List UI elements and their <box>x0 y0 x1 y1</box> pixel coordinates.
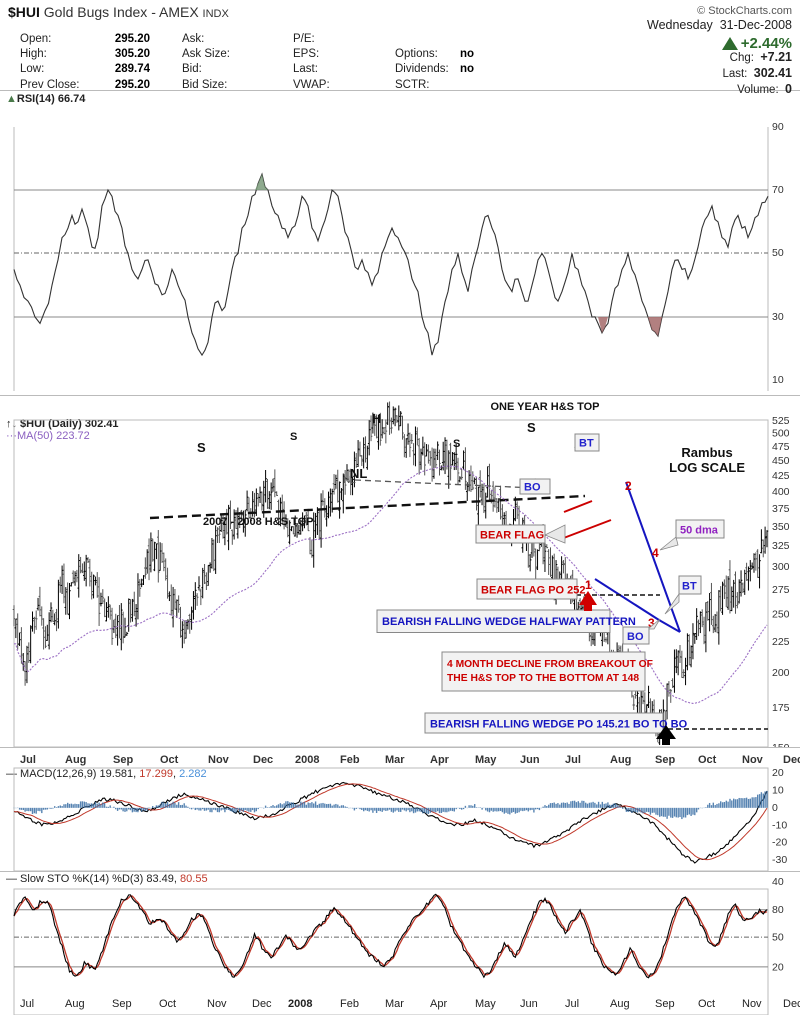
svg-text:Jul: Jul <box>565 998 579 1010</box>
svg-text:1: 1 <box>585 578 592 592</box>
svg-text:450: 450 <box>772 455 790 467</box>
svg-text:525: 525 <box>772 415 790 427</box>
svg-text:Sep: Sep <box>112 998 132 1010</box>
svg-text:40: 40 <box>772 876 784 888</box>
svg-text:2007 - 2008 H&S TOP: 2007 - 2008 H&S TOP <box>203 516 313 528</box>
svg-text:-10: -10 <box>772 819 787 831</box>
svg-text:BO: BO <box>524 482 541 494</box>
svg-text:425: 425 <box>772 470 790 482</box>
svg-text:Aug: Aug <box>65 998 85 1010</box>
svg-text:Nov: Nov <box>207 998 227 1010</box>
svg-text:May: May <box>475 998 496 1010</box>
svg-text:0: 0 <box>772 802 778 814</box>
svg-text:80: 80 <box>772 904 784 916</box>
svg-text:50: 50 <box>772 247 784 259</box>
svg-text:325: 325 <box>772 540 790 552</box>
svg-text:350: 350 <box>772 521 790 533</box>
svg-text:-30: -30 <box>772 854 787 866</box>
svg-text:S: S <box>290 431 297 443</box>
svg-text:BT: BT <box>682 581 697 593</box>
svg-text:Oct: Oct <box>698 998 715 1010</box>
svg-text:Dec: Dec <box>783 998 800 1010</box>
svg-text:275: 275 <box>772 584 790 596</box>
svg-text:Sep: Sep <box>655 998 675 1010</box>
svg-text:Mar: Mar <box>385 998 404 1010</box>
svg-text:70: 70 <box>772 184 784 196</box>
svg-text:S: S <box>453 438 460 450</box>
svg-text:375: 375 <box>772 503 790 515</box>
svg-text:Feb: Feb <box>340 998 359 1010</box>
svg-text:225: 225 <box>772 636 790 648</box>
svg-text:Jun: Jun <box>520 998 538 1010</box>
svg-text:90: 90 <box>772 121 784 133</box>
svg-text:Aug: Aug <box>610 998 630 1010</box>
svg-text:2: 2 <box>625 479 632 493</box>
svg-text:4: 4 <box>652 546 659 560</box>
svg-text:BEAR FLAG: BEAR FLAG <box>480 530 544 542</box>
svg-text:-20: -20 <box>772 837 787 849</box>
svg-text:BEAR FLAG PO 252: BEAR FLAG PO 252 <box>481 585 586 597</box>
svg-text:20: 20 <box>772 961 784 973</box>
svg-text:S: S <box>527 420 536 435</box>
svg-text:Jul: Jul <box>20 998 34 1010</box>
svg-text:30: 30 <box>772 311 784 323</box>
svg-text:10: 10 <box>772 374 784 386</box>
svg-text:BEARISH FALLING WEDGE HALFWAY: BEARISH FALLING WEDGE HALFWAY PATTERN <box>382 616 636 628</box>
svg-text:200: 200 <box>772 667 790 679</box>
svg-text:BEARISH FALLING WEDGE PO 145.2: BEARISH FALLING WEDGE PO 145.21 BO TO BO <box>430 719 688 731</box>
svg-text:2008: 2008 <box>288 998 312 1010</box>
svg-text:Nov: Nov <box>742 998 762 1010</box>
svg-text:BT: BT <box>579 438 594 450</box>
svg-text:Oct: Oct <box>159 998 176 1010</box>
svg-text:500: 500 <box>772 428 790 440</box>
svg-text:4 MONTH DECLINE FROM BREAKOUT: 4 MONTH DECLINE FROM BREAKOUT OF <box>447 659 653 670</box>
svg-text:475: 475 <box>772 441 790 453</box>
svg-text:20: 20 <box>772 767 784 779</box>
svg-text:10: 10 <box>772 784 784 796</box>
svg-text:50: 50 <box>772 932 784 944</box>
svg-text:175: 175 <box>772 702 790 714</box>
svg-text:400: 400 <box>772 486 790 498</box>
svg-text:Apr: Apr <box>430 998 447 1010</box>
svg-text:S: S <box>197 440 206 455</box>
svg-text:BO: BO <box>627 631 644 643</box>
svg-text:Dec: Dec <box>252 998 272 1010</box>
svg-text:50 dma: 50 dma <box>680 525 719 537</box>
svg-text:THE H&S TOP TO THE BOTTOM AT 1: THE H&S TOP TO THE BOTTOM AT 148 <box>447 673 639 684</box>
svg-text:250: 250 <box>772 609 790 621</box>
svg-text:H: H <box>372 411 381 426</box>
svg-text:NL: NL <box>350 466 367 481</box>
svg-text:300: 300 <box>772 561 790 573</box>
